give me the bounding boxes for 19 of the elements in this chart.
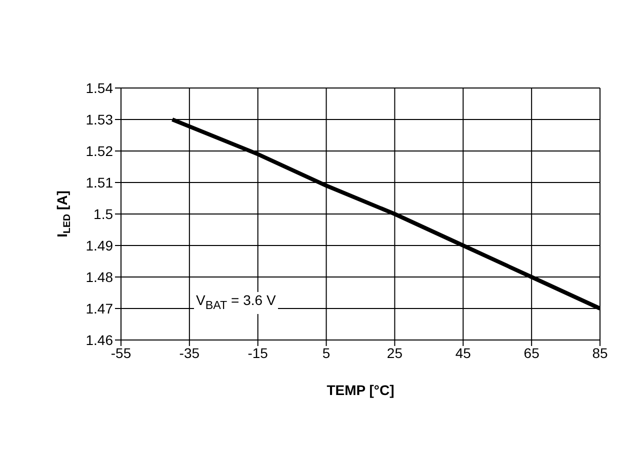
- y-tick-label: 1.48: [86, 268, 114, 285]
- y-tick-label: 1.46: [86, 332, 114, 348]
- y-tick-label: 1.54: [86, 80, 114, 96]
- x-tick-label: -35: [179, 344, 200, 361]
- y-tick-label: 1.51: [86, 174, 114, 190]
- x-tick-label: 25: [386, 344, 403, 361]
- y-tick-label: 1.5: [94, 206, 114, 222]
- y-tick-label: 1.52: [86, 142, 114, 159]
- annotation: V$_{BAT}$ = 3.6 V: [194, 292, 278, 314]
- x-tick-label: 5: [322, 344, 330, 361]
- x-tick-label: 65: [524, 344, 540, 361]
- x-tick-label: -55: [110, 344, 132, 361]
- y-tick-label: 1.53: [86, 111, 114, 128]
- x-tick-label: -15: [248, 344, 268, 361]
- y-tick-label: 1.49: [86, 237, 114, 254]
- x-tick-label: 85: [592, 344, 608, 361]
- y-tick-label: 1.47: [86, 300, 114, 316]
- x-axis-title: TEMP [°C]: [326, 382, 394, 398]
- x-tick-label: 45: [455, 344, 472, 361]
